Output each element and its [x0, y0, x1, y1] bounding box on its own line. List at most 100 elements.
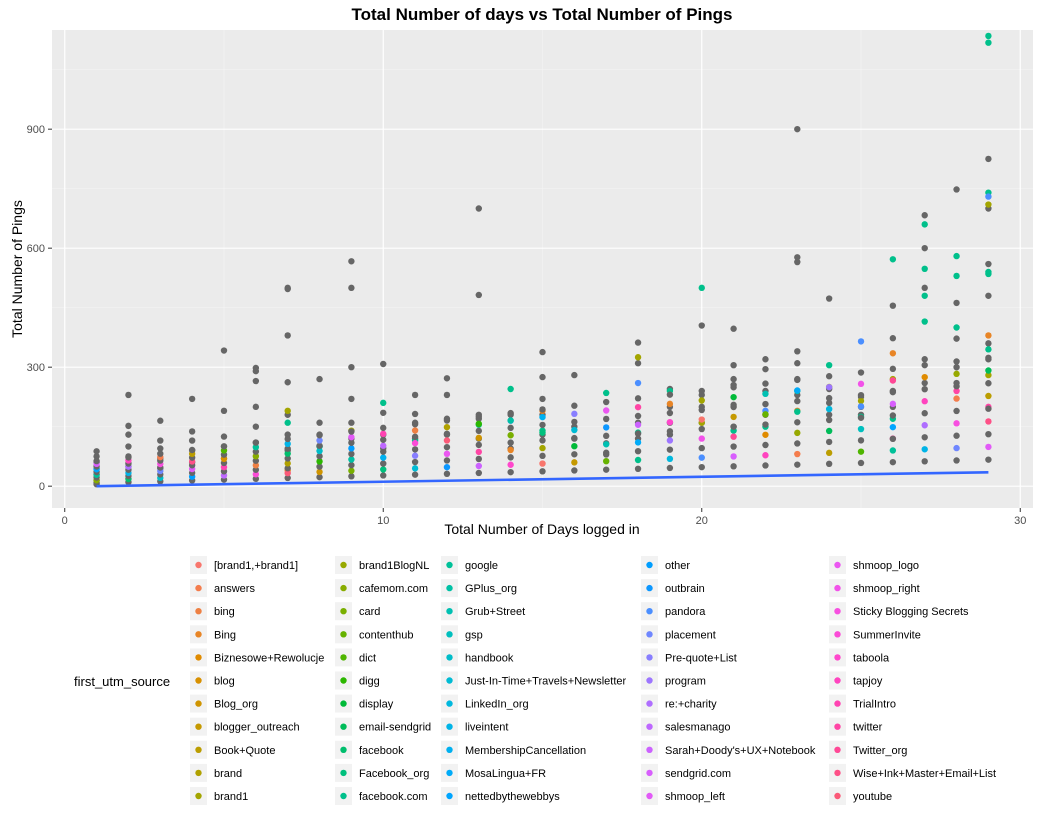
legend-swatch [834, 677, 841, 684]
data-point [985, 193, 992, 200]
data-point [284, 460, 291, 467]
data-point [475, 462, 482, 470]
data-point [571, 451, 578, 458]
data-point [698, 425, 705, 433]
data-point [284, 440, 291, 448]
data-point [698, 463, 705, 471]
y-tick-label: 0 [39, 481, 45, 493]
data-point [220, 433, 228, 440]
data-point [603, 432, 610, 440]
data-point [157, 450, 164, 457]
data-point [603, 415, 610, 423]
data-point [348, 450, 355, 458]
data-point [125, 422, 132, 430]
legend-title: first_utm_source [74, 674, 170, 689]
data-point [921, 373, 928, 381]
data-point [252, 423, 260, 430]
data-point [380, 466, 387, 473]
legend-swatch [340, 723, 347, 730]
legend-swatch [446, 654, 453, 661]
legend-label: Bing [214, 629, 236, 641]
data-point [603, 398, 610, 406]
data-point [730, 325, 737, 332]
data-point [507, 409, 514, 417]
legend-swatch [646, 631, 653, 638]
data-point [475, 469, 482, 477]
data-point [507, 432, 514, 439]
data-point [220, 347, 228, 354]
legend-swatch [834, 792, 841, 800]
legend-swatch [195, 677, 202, 684]
data-point [985, 39, 992, 46]
legend-swatch [340, 700, 347, 707]
legend-swatch [646, 584, 653, 592]
data-point [985, 418, 992, 425]
data-point [443, 437, 451, 444]
legend-label: GPlus_org [465, 583, 517, 595]
data-point [634, 379, 642, 387]
y-tick-label: 300 [27, 362, 45, 374]
data-point [921, 212, 928, 219]
legend-label: answers [214, 583, 255, 595]
legend-label: brand1 [214, 791, 248, 803]
data-point [411, 452, 419, 459]
data-point [921, 284, 928, 292]
legend-label: card [359, 606, 380, 618]
data-point [252, 377, 260, 385]
legend-label: other [665, 560, 690, 572]
data-point [825, 399, 833, 407]
data-point [443, 423, 451, 431]
data-point [93, 453, 100, 460]
data-point [443, 457, 451, 464]
data-point [475, 455, 482, 463]
legend-swatch [834, 769, 841, 777]
data-point [252, 475, 260, 483]
data-point [889, 350, 897, 357]
data-point [348, 456, 355, 463]
data-point [157, 445, 164, 452]
data-point [348, 284, 355, 292]
data-point [571, 418, 578, 426]
legend-swatch [646, 654, 653, 661]
legend-swatch [340, 608, 347, 615]
data-point [380, 460, 387, 467]
legend-label: gsp [465, 629, 483, 641]
data-point [475, 291, 482, 299]
data-point [411, 465, 419, 472]
data-point [794, 125, 801, 133]
data-point [634, 421, 642, 428]
legend-label: contenthub [359, 629, 413, 641]
data-point [252, 443, 260, 451]
legend-swatch [446, 608, 453, 615]
legend-label: youtube [853, 791, 892, 803]
data-point [475, 205, 482, 212]
data-point [603, 441, 610, 448]
data-point [698, 435, 705, 442]
data-point [794, 419, 801, 426]
legend-swatch [646, 792, 653, 800]
legend-swatch [195, 561, 202, 569]
data-point [380, 472, 387, 479]
data-point [857, 425, 865, 433]
data-point [507, 385, 514, 393]
data-point [443, 450, 451, 458]
data-point [252, 471, 260, 478]
data-point [539, 429, 546, 436]
data-point [953, 363, 960, 371]
data-points [93, 32, 992, 488]
data-point [252, 457, 260, 464]
data-point [188, 395, 196, 403]
data-point [985, 260, 992, 268]
data-point [539, 444, 546, 452]
data-point [921, 422, 928, 429]
trend-line-group [96, 470, 989, 488]
data-point [889, 365, 897, 373]
data-point [730, 453, 737, 460]
data-point [889, 458, 897, 466]
data-point [666, 391, 674, 398]
legend-swatch [834, 561, 841, 569]
data-point [666, 428, 674, 435]
data-point [475, 434, 482, 442]
data-point [794, 397, 801, 405]
data-point [985, 155, 992, 163]
